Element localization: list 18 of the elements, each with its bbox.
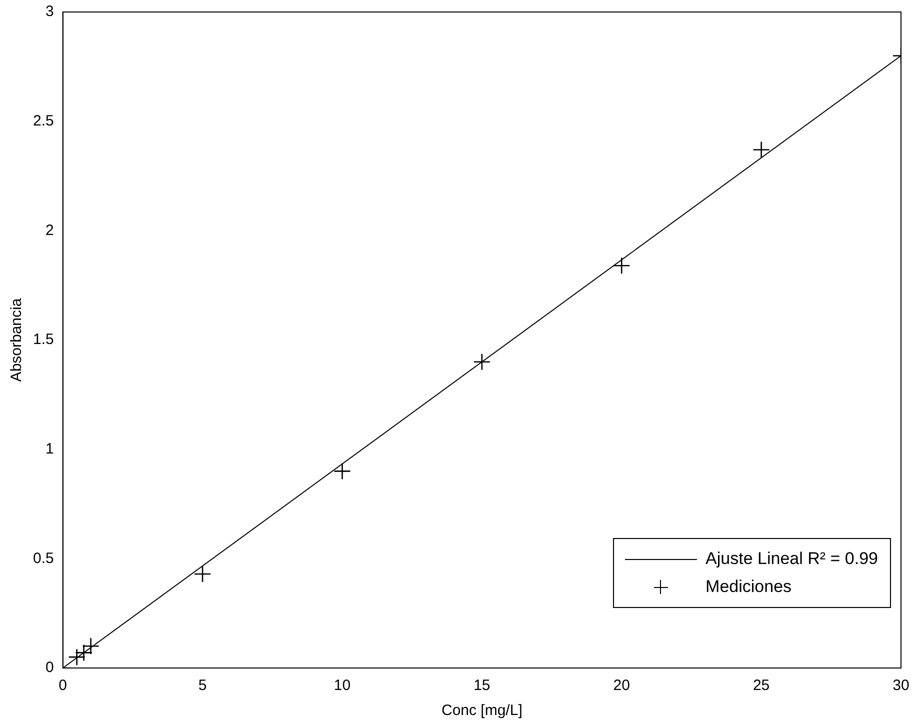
y-tick-label: 3 xyxy=(46,3,54,20)
x-tick-label: 30 xyxy=(892,677,910,694)
y-tick-label: 0.5 xyxy=(32,550,54,567)
legend-label: Ajuste Lineal R² = 0.99 xyxy=(706,549,878,569)
x-tick-label: 20 xyxy=(613,677,630,694)
legend-label: Mediciones xyxy=(706,577,792,597)
x-tick-label: 25 xyxy=(752,677,770,694)
y-tick-label: 2.5 xyxy=(32,112,54,130)
x-tick-label: 0 xyxy=(58,677,68,694)
x-tick-label: 15 xyxy=(474,677,490,694)
x-tick-label: 5 xyxy=(198,677,207,694)
y-tick-label: 1.5 xyxy=(32,331,54,348)
y-tick-label: 1 xyxy=(46,440,54,458)
y-axis-title: Absorbancia xyxy=(8,298,26,382)
x-axis-title: Conc [mg/L] xyxy=(441,702,522,720)
y-tick-label: 0 xyxy=(46,659,54,676)
x-tick-label: 10 xyxy=(334,677,351,694)
y-tick-label: 2 xyxy=(46,222,54,239)
